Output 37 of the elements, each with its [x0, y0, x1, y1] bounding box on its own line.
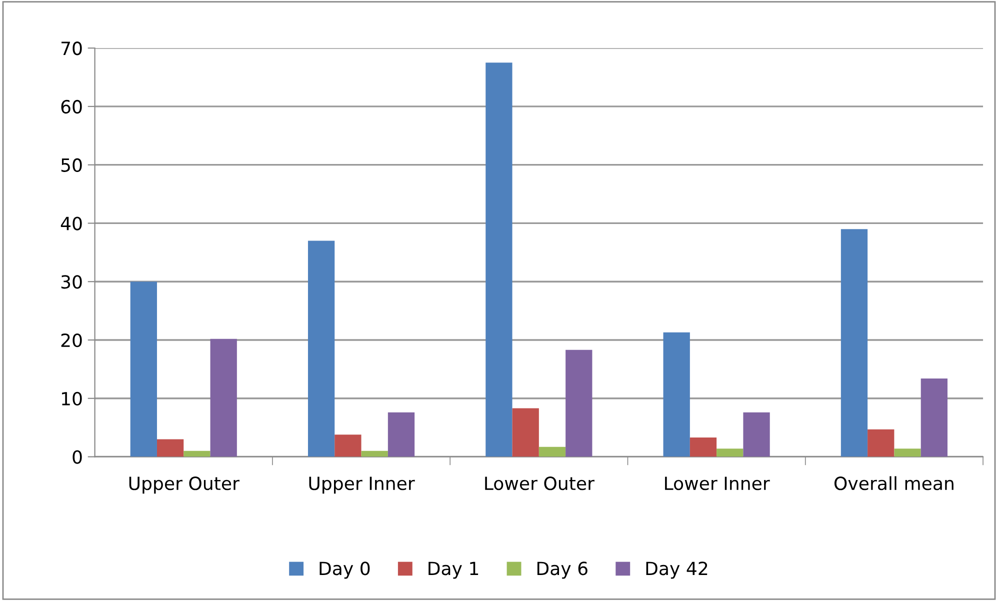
- bar: [894, 448, 921, 457]
- bar: [690, 437, 717, 457]
- bar: [334, 434, 362, 457]
- bar: [663, 332, 690, 457]
- bar: [210, 338, 237, 457]
- legend-label: Day 6: [537, 562, 588, 579]
- bar: [840, 229, 868, 457]
- legend-label: Day 1: [428, 562, 478, 579]
- bar: [538, 446, 566, 457]
- bar: [920, 378, 948, 457]
- bar: [156, 439, 184, 457]
- bar: [184, 450, 210, 457]
- legend-label: Day 0: [320, 562, 370, 579]
- bar: [308, 240, 335, 457]
- legend-label: Day 42: [646, 562, 708, 579]
- x-tick-label: Upper Inner: [309, 476, 415, 494]
- y-tick-label: 70: [62, 42, 82, 56]
- bar: [388, 412, 415, 457]
- bar: [512, 408, 539, 457]
- y-tick-label: 60: [61, 100, 82, 114]
- x-tick-label: Upper Outer: [129, 476, 240, 494]
- x-tick-label: Lower Outer: [485, 476, 594, 490]
- bar: [716, 448, 744, 457]
- y-tick-label: 10: [62, 392, 82, 406]
- y-tick-label: 30: [61, 275, 82, 289]
- y-tick-label: 50: [61, 158, 82, 172]
- bar: [868, 429, 894, 457]
- bar: [743, 412, 770, 457]
- bar: [361, 450, 388, 457]
- bar: [130, 282, 157, 457]
- y-tick-label: 20: [61, 333, 82, 348]
- x-tick-label: Overall mean: [834, 476, 954, 490]
- x-tick-label: Lower Inner: [665, 476, 770, 490]
- y-tick-label: 0: [72, 450, 82, 464]
- bar: [486, 62, 512, 457]
- bar: [566, 350, 592, 457]
- y-tick-label: 40: [60, 216, 82, 230]
